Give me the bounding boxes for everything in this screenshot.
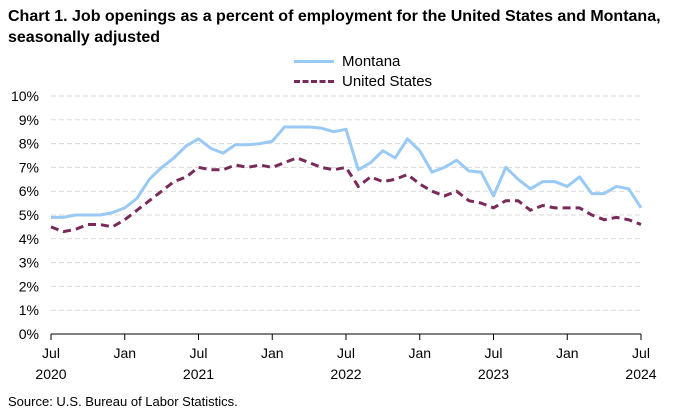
source-note: Source: U.S. Bureau of Labor Statistics. (8, 394, 238, 409)
x-tick-year: 2023 (478, 366, 509, 382)
x-tick-year: 2021 (183, 366, 214, 382)
legend-label-united-states: United States (342, 72, 433, 90)
legend-item-united-states: United States (294, 71, 432, 91)
y-tick-label: 2% (19, 278, 39, 294)
x-tick-label: Jul (42, 345, 60, 361)
legend-label-montana: Montana (342, 52, 401, 70)
x-tick-label: Jul (337, 345, 355, 361)
y-tick-label: 3% (19, 255, 39, 271)
y-tick-label: 9% (19, 112, 39, 128)
x-tick-year: 2024 (625, 366, 656, 382)
x-axis: Jul 2020 Jan Jul 2021 Jan Jul 2022 Jan Jul 2023 Jan… (35, 333, 657, 382)
x-tick-label: Jan (408, 345, 431, 361)
x-tick-label: Jul (485, 345, 503, 361)
legend-swatch-montana (294, 59, 334, 63)
series-lines (50, 125, 643, 234)
legend-item-montana: Montana (294, 51, 432, 71)
y-tick-label: 4% (19, 231, 39, 247)
chart-title: Chart 1. Job openings as a percent of em… (8, 8, 661, 46)
y-tick-label: 6% (19, 183, 39, 199)
x-tick-label: Jan (556, 345, 579, 361)
x-tick-label: Jul (632, 345, 650, 361)
gridlines (51, 95, 641, 311)
legend: Montana United States (294, 51, 432, 91)
y-tick-label: 8% (19, 136, 39, 152)
x-tick-year: 2020 (35, 366, 66, 382)
x-tick-label: Jan (261, 345, 284, 361)
y-tick-label: 7% (19, 159, 39, 175)
y-axis: 0% 1% 2% 3% 4% 5% 6% 7% 8% 9% 10% (11, 88, 39, 342)
x-tick-year: 2022 (330, 366, 361, 382)
x-tick-label: Jan (113, 345, 136, 361)
y-tick-label: 5% (19, 207, 39, 223)
y-tick-label: 1% (19, 302, 39, 318)
legend-swatch-united-states (294, 79, 334, 83)
x-tick-label: Jul (190, 345, 208, 361)
series-line-united-states (50, 156, 642, 234)
y-tick-label: 0% (19, 326, 39, 342)
series-line-montana (51, 125, 643, 219)
y-tick-label: 10% (11, 88, 39, 104)
